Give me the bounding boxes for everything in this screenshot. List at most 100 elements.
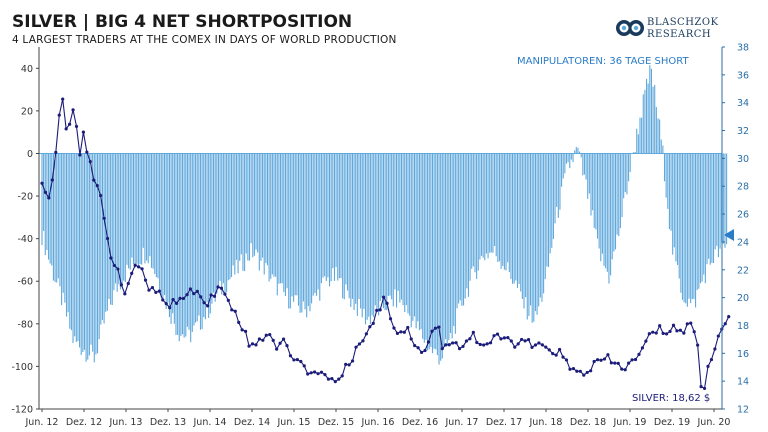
bar (213, 153, 215, 293)
bar (83, 153, 86, 350)
bar (425, 153, 427, 340)
bar (95, 153, 97, 355)
bar (494, 153, 496, 247)
bar (57, 153, 59, 279)
left-tick-label: -20 (17, 192, 33, 203)
price-point (595, 358, 600, 362)
bar (319, 153, 321, 301)
bar (88, 153, 90, 356)
price-point (192, 292, 196, 296)
bar (178, 153, 180, 342)
bar (546, 153, 548, 267)
price-point (457, 347, 462, 351)
bar (75, 153, 77, 342)
bar (711, 153, 713, 263)
axes (38, 47, 723, 410)
price-point (433, 326, 437, 330)
bar (301, 153, 303, 313)
bar (191, 153, 193, 332)
bar (505, 153, 507, 271)
price-point (354, 345, 358, 349)
bar (480, 153, 483, 256)
price-point (126, 281, 130, 286)
left-tick-label: -60 (17, 277, 33, 288)
bar (350, 153, 352, 307)
price-point (502, 336, 506, 340)
price-point (540, 343, 544, 347)
price-point (495, 332, 500, 336)
bar (600, 153, 602, 262)
bar (342, 153, 344, 299)
price-point (64, 127, 68, 131)
x-tick-label: Dez. 17 (486, 417, 522, 428)
bar (333, 153, 336, 281)
bar (708, 153, 710, 259)
price-point (254, 343, 258, 347)
price-point (340, 374, 344, 378)
bar (368, 153, 370, 317)
bar (518, 153, 520, 284)
bar (409, 153, 411, 316)
bar (72, 153, 74, 343)
bar (386, 153, 388, 311)
price-point (709, 357, 714, 362)
price-point (250, 342, 255, 346)
bar (521, 153, 523, 299)
price-point (620, 367, 624, 371)
bar (229, 153, 231, 280)
price-point (268, 332, 272, 337)
price-point (571, 366, 576, 371)
bar (175, 153, 177, 335)
bar (526, 153, 528, 320)
bar (611, 153, 613, 260)
bar (247, 153, 249, 261)
bar (131, 153, 133, 258)
price-point (451, 341, 455, 345)
bar (270, 153, 272, 279)
price-point (675, 329, 679, 333)
bar (221, 153, 223, 295)
bar (464, 153, 466, 299)
bar (402, 153, 404, 306)
bar (458, 153, 460, 304)
bar (672, 153, 674, 255)
right-tick-label: 36 (737, 70, 749, 81)
bar (188, 153, 190, 330)
bar (44, 153, 46, 256)
bar (49, 153, 51, 264)
price-point (430, 329, 434, 333)
price-point (599, 358, 603, 362)
price-point (140, 267, 144, 271)
bar (645, 78, 648, 154)
price-point (112, 263, 117, 268)
bar (508, 153, 510, 273)
bar (474, 153, 476, 273)
bar (155, 153, 157, 278)
price-point (568, 367, 572, 371)
x-tick-label: Jun. 12 (25, 417, 59, 428)
price-point (395, 331, 400, 335)
bar (364, 153, 367, 325)
bar (688, 153, 690, 299)
bar (198, 153, 200, 316)
right-tick-label: 24 (737, 237, 749, 248)
bar (668, 153, 670, 229)
bar (557, 153, 559, 218)
bar (266, 153, 269, 266)
price-point (533, 343, 538, 347)
price-point (240, 328, 244, 332)
bar (575, 146, 577, 154)
bar (330, 153, 332, 282)
price-point (654, 331, 658, 335)
bar (240, 153, 242, 255)
price-point (233, 309, 237, 313)
bar (280, 153, 282, 284)
bar (445, 153, 447, 340)
bar (601, 153, 603, 254)
bar (528, 153, 530, 316)
price-point (264, 333, 268, 337)
bar (451, 153, 453, 339)
price-point (692, 330, 696, 334)
price-point (364, 332, 368, 336)
bar (397, 153, 399, 291)
